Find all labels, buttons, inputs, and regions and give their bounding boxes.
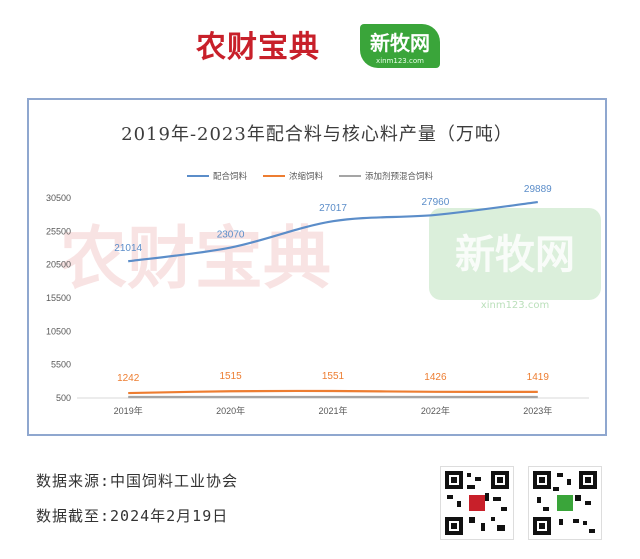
watermark-right: 新牧网 xyxy=(455,232,575,278)
data-date-text: 数据截至:2024年2月19日 xyxy=(36,507,229,525)
qr-code-icon xyxy=(533,471,597,535)
x-tick-label: 2019年 xyxy=(114,405,143,416)
x-tick-label: 2023年 xyxy=(523,405,552,416)
y-tick-label: 30500 xyxy=(46,193,71,203)
brand-logo-xinmu: 新牧网 xinm123.com xyxy=(360,24,440,68)
chart-title: 2019年-2023年配合料与核心料产量（万吨） xyxy=(121,124,513,145)
x-tick-label: 2020年 xyxy=(216,405,245,416)
data-label: 1419 xyxy=(527,372,550,383)
x-tick-label: 2022年 xyxy=(421,405,450,416)
data-label: 1242 xyxy=(117,373,140,384)
data-label: 21014 xyxy=(114,243,142,254)
y-tick-label: 20500 xyxy=(46,260,71,270)
brand-logo-xinmu-text: 新牧网 xyxy=(370,31,430,55)
chart-frame: 2019年-2023年配合料与核心料产量（万吨） 农财宝典 新牧网 xinm123.… xyxy=(27,98,607,436)
line-chart: 农财宝典 新牧网xinm123.com3050025500205001550010… xyxy=(46,171,601,416)
data-label: 27960 xyxy=(421,197,449,208)
y-tick-label: 5500 xyxy=(51,360,71,370)
data-label: 27017 xyxy=(319,203,347,214)
data-label: 1426 xyxy=(424,372,447,383)
qr-code-nongcai[interactable] xyxy=(440,466,514,540)
legend-label: 浓缩饲料 xyxy=(289,171,324,182)
legend-label: 配合饲料 xyxy=(213,171,248,182)
y-tick-label: 500 xyxy=(56,393,71,403)
y-tick-label: 10500 xyxy=(46,326,71,336)
qr-code-xinmu[interactable] xyxy=(528,466,602,540)
brand-logo-nongcai: 农财宝典 xyxy=(196,30,320,65)
series-line xyxy=(128,389,538,395)
data-label: 29889 xyxy=(524,184,552,195)
watermark-right-url: xinm123.com xyxy=(481,300,549,311)
data-label: 23070 xyxy=(217,230,245,241)
series-line xyxy=(128,200,538,263)
y-tick-label: 25500 xyxy=(46,226,71,236)
qr-code-icon xyxy=(445,471,509,535)
x-tick-label: 2021年 xyxy=(318,405,347,416)
data-source-text: 数据来源:中国饲料工业协会 xyxy=(36,472,239,490)
y-tick-label: 15500 xyxy=(46,293,71,303)
brand-logo-xinmu-url: xinm123.com xyxy=(376,57,424,65)
data-label: 1515 xyxy=(219,371,242,382)
legend-label: 添加剂预混合饲料 xyxy=(365,171,434,182)
data-label: 1551 xyxy=(322,371,345,382)
watermark-right-badge xyxy=(429,208,601,300)
